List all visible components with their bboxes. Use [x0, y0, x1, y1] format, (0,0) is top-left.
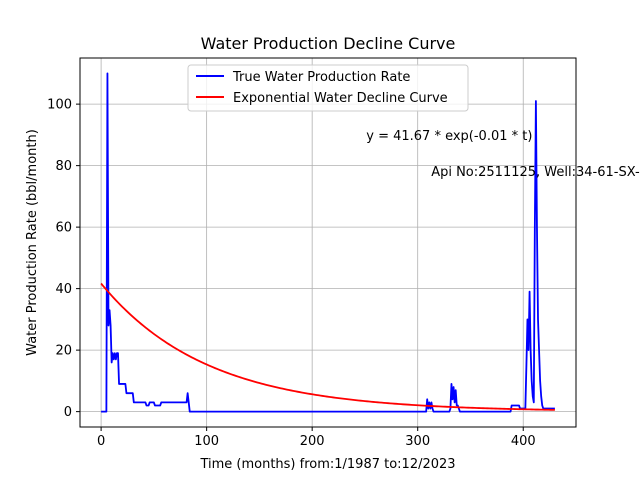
- legend-box: [187, 64, 469, 112]
- y-tick-label: 80: [55, 159, 72, 174]
- plot-area: [80, 58, 576, 427]
- y-axis-label: Water Production Rate (bbl/month): [25, 129, 40, 356]
- x-tick-label: 200: [300, 434, 325, 449]
- chart-title: Water Production Decline Curve: [201, 34, 456, 53]
- series-layer: [100, 72, 555, 413]
- x-axis-label: Time (months) from:1/1987 to:12/2023: [199, 457, 455, 472]
- x-tick-label: 400: [511, 434, 536, 449]
- plot-frame: [79, 57, 577, 428]
- y-tick-label: 60: [55, 221, 72, 236]
- y-tick-label: 20: [55, 344, 72, 359]
- legend: True Water Production Rate Exponential W…: [187, 64, 469, 112]
- series-true-rate-line: [101, 72, 555, 413]
- y-tick-label: 100: [47, 98, 72, 113]
- legend-label-exponential: Exponential Water Decline Curve: [233, 91, 448, 106]
- y-tick-label: 0: [64, 405, 72, 420]
- x-tick-label: 300: [405, 434, 430, 449]
- y-tick-label: 40: [55, 282, 72, 297]
- series-exponential-line: [100, 282, 555, 411]
- ticks: 0 100 200 300 400 0 20 40 60 80 100: [47, 98, 535, 449]
- x-tick-label: 0: [97, 434, 105, 449]
- legend-label-true-rate: True Water Production Rate: [232, 70, 410, 85]
- annotation-well: Api No:2511125, Well:34-61-SX-11: [431, 165, 640, 180]
- annotation-equation: y = 41.67 * exp(-0.01 * t): [366, 129, 532, 144]
- x-tick-label: 100: [194, 434, 219, 449]
